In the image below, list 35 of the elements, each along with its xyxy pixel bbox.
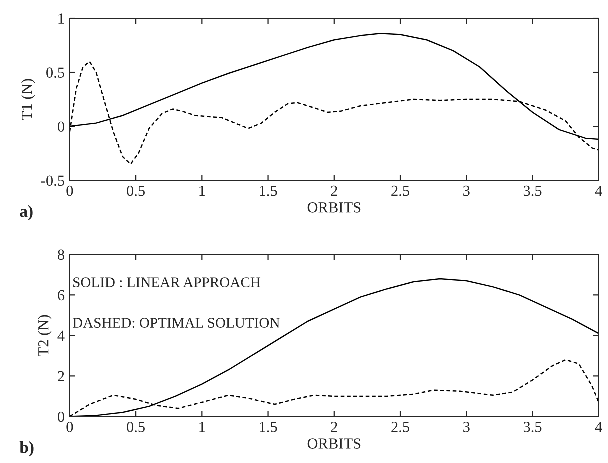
x-tick-label: 3.5 [524,186,542,196]
x-tick-label: 3 [464,186,470,196]
x-tick-label: 2 [331,186,338,196]
y-tick-label: 2 [58,371,64,382]
y-tick-label: 0 [58,122,64,132]
x-tick-label: 0 [66,186,74,196]
annotation: SOLID : LINEAR APPROACH [74,278,261,288]
x-tick-label: 1 [200,422,206,432]
y-tick-label: 8 [58,250,64,260]
x-axis-title: ORBITS [308,438,361,449]
x-tick-label: 3 [464,422,470,432]
x-tick-label: 3.5 [524,422,542,432]
y-axis-title: T1 (N) [21,79,36,120]
y-tick-label: 0.5 [46,68,64,78]
x-tick-label: 0 [66,422,74,432]
x-tick-label: 4 [595,422,602,432]
x-tick-label: 1.5 [260,186,278,196]
y-tick-label: 4 [58,330,65,341]
annotation: DASHED: OPTIMAL SOLUTION [72,318,280,328]
y-tick-label: -0.5 [41,176,64,186]
x-tick-label: 1.5 [260,422,278,432]
y-tick-label: 0 [58,412,64,422]
x-tick-label: 2.5 [392,186,410,196]
x-tick-label: 4 [595,186,602,196]
text: b) [20,442,34,457]
x-axis-title: ORBITS [308,202,361,213]
x-tick-label: 2.5 [392,422,410,432]
y-tick-label: 1 [58,14,64,24]
y-axis-title: T2 (N) [38,315,52,356]
x-tick-label: 2 [331,422,338,432]
y-tick-label: 6 [58,290,65,301]
x-tick-label: 0.5 [127,422,145,432]
x-tick-label: 0.5 [127,186,145,196]
text: a) [20,205,33,221]
x-tick-label: 1 [200,186,206,196]
